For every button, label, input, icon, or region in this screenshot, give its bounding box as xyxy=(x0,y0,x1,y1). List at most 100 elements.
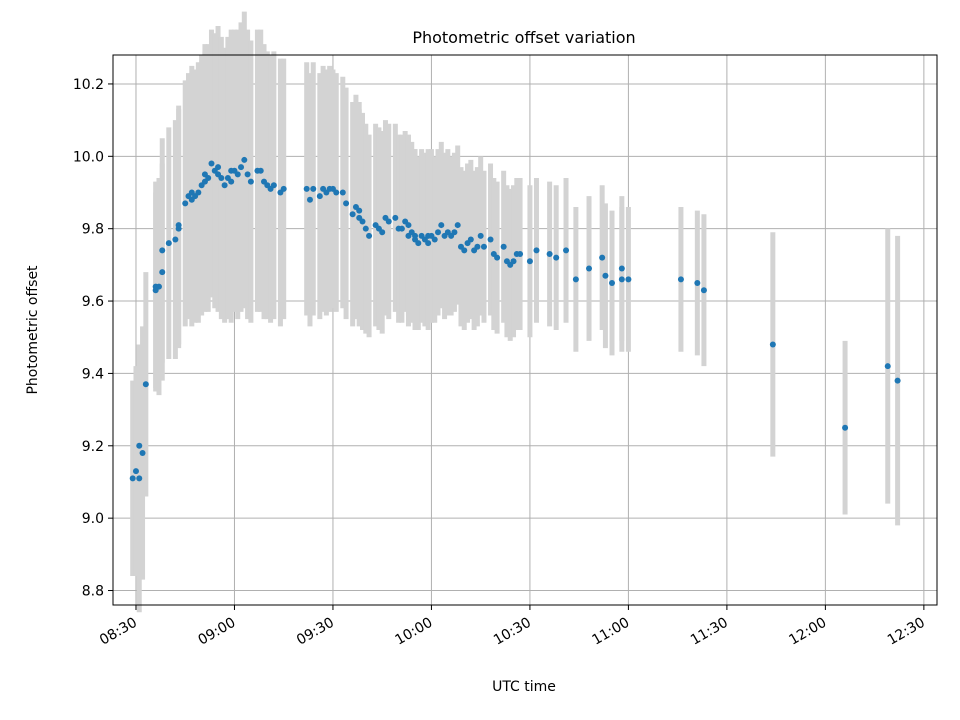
data-point xyxy=(129,475,136,482)
data-point xyxy=(625,276,632,283)
x-tick-label: 09:30 xyxy=(294,615,337,649)
data-point xyxy=(257,167,264,174)
data-point xyxy=(586,265,593,272)
data-point xyxy=(339,189,346,196)
y-tick-label: 9.6 xyxy=(82,294,104,310)
data-point xyxy=(310,185,317,192)
data-point xyxy=(533,247,540,254)
data-point xyxy=(142,381,149,388)
data-point xyxy=(526,258,533,265)
x-tick-label: 10:30 xyxy=(491,615,534,649)
data-point xyxy=(228,178,235,185)
data-point xyxy=(244,171,251,178)
data-point xyxy=(303,185,310,192)
data-point xyxy=(132,468,139,475)
data-point xyxy=(343,200,350,207)
data-point xyxy=(155,283,162,290)
y-axis: 8.8 9.0 9.2 9.4 9.6 9.8 10.0 10.2 xyxy=(73,77,113,600)
data-point xyxy=(510,258,517,265)
data-point xyxy=(139,450,146,457)
data-point xyxy=(136,442,143,449)
data-point xyxy=(215,164,222,171)
data-point xyxy=(362,225,369,232)
data-point xyxy=(608,279,615,286)
data-point xyxy=(480,243,487,250)
data-point xyxy=(451,229,458,236)
chart-title: Photometric offset variation xyxy=(412,28,635,47)
y-tick-label: 9.0 xyxy=(82,511,104,527)
data-point xyxy=(454,222,461,229)
data-point xyxy=(435,229,442,236)
data-point xyxy=(412,232,419,239)
data-point xyxy=(599,254,606,261)
data-point xyxy=(221,182,228,189)
data-point xyxy=(461,247,468,254)
x-tick-label: 11:00 xyxy=(589,615,632,649)
data-point xyxy=(333,189,340,196)
x-tick-label: 10:00 xyxy=(392,615,435,649)
data-point xyxy=(359,218,366,225)
data-point xyxy=(159,269,166,276)
data-point xyxy=(306,196,313,203)
data-point xyxy=(405,222,412,229)
data-point xyxy=(385,218,392,225)
data-point xyxy=(894,377,901,384)
data-point xyxy=(175,222,182,229)
data-point xyxy=(842,424,849,431)
y-tick-label: 9.4 xyxy=(82,366,104,382)
y-tick-label: 8.8 xyxy=(82,584,104,600)
x-axis-label: UTC time xyxy=(492,679,556,695)
data-point xyxy=(563,247,570,254)
data-point xyxy=(234,171,241,178)
x-tick-label: 12:30 xyxy=(885,615,928,649)
data-point xyxy=(677,276,684,283)
data-point xyxy=(247,178,254,185)
y-tick-label: 9.2 xyxy=(82,439,104,455)
data-point xyxy=(431,236,438,243)
data-point xyxy=(159,247,166,254)
data-point xyxy=(195,189,202,196)
data-point xyxy=(392,214,399,221)
data-point xyxy=(218,175,225,182)
data-point xyxy=(182,200,189,207)
x-tick-label: 08:30 xyxy=(97,615,140,649)
y-tick-label: 9.8 xyxy=(82,222,104,238)
data-point xyxy=(205,175,212,182)
data-point xyxy=(238,164,245,171)
data-point xyxy=(500,243,507,250)
data-point xyxy=(494,254,501,261)
data-point xyxy=(366,232,373,239)
plot-frame xyxy=(112,54,938,606)
data-point xyxy=(517,251,524,258)
data-point xyxy=(208,160,215,167)
data-point xyxy=(694,279,701,286)
data-point xyxy=(769,341,776,348)
data-point xyxy=(136,475,143,482)
data-point xyxy=(700,287,707,294)
y-axis-label: Photometric offset xyxy=(25,265,41,395)
data-point xyxy=(379,229,386,236)
data-point xyxy=(398,225,405,232)
data-point xyxy=(415,240,422,247)
y-tick-label: 10.2 xyxy=(73,77,104,93)
data-point xyxy=(438,222,445,229)
data-point xyxy=(602,272,609,279)
y-tick-label: 10.0 xyxy=(73,149,104,165)
data-point xyxy=(553,254,560,261)
error-bars xyxy=(130,11,901,613)
data-point xyxy=(546,251,553,258)
x-tick-label: 09:00 xyxy=(196,615,239,649)
data-point xyxy=(474,243,481,250)
data-point xyxy=(572,276,579,283)
data-point xyxy=(172,236,179,243)
data-point xyxy=(467,236,474,243)
data-point xyxy=(618,276,625,283)
x-axis: 08:30 09:00 09:30 10:00 10:30 11:00 11:30 12:00… xyxy=(97,605,928,649)
data-point xyxy=(316,193,323,200)
x-tick-label: 12:00 xyxy=(786,615,829,649)
data-point xyxy=(280,185,287,192)
data-point xyxy=(618,265,625,272)
data-point xyxy=(884,363,891,370)
data-point xyxy=(356,207,363,214)
